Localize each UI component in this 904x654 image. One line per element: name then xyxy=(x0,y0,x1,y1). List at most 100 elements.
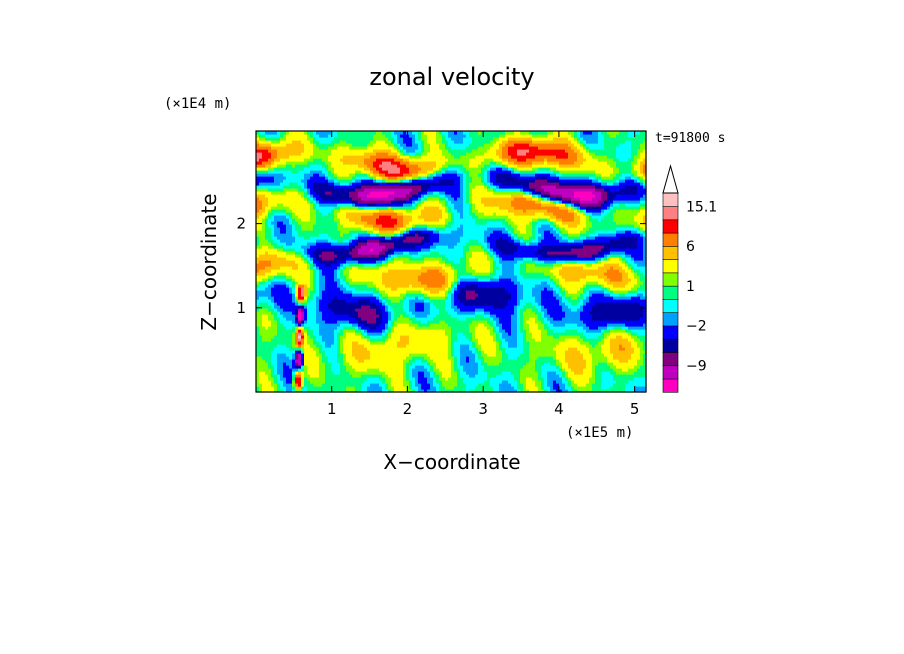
heatmap-cell xyxy=(367,182,371,186)
heatmap-cell xyxy=(310,335,314,339)
heatmap-cell xyxy=(262,266,266,270)
heatmap-cell xyxy=(355,245,359,249)
heatmap-cell xyxy=(340,239,344,243)
heatmap-cell xyxy=(328,164,332,168)
heatmap-cell xyxy=(355,353,359,357)
heatmap-cell xyxy=(385,230,389,234)
heatmap-cell xyxy=(352,218,356,222)
heatmap-cell xyxy=(367,311,371,315)
heatmap-cell xyxy=(337,143,341,147)
heatmap-cell xyxy=(388,257,392,261)
heatmap-cell xyxy=(337,152,341,156)
heatmap-cell xyxy=(283,359,287,363)
heatmap-cell xyxy=(256,293,260,297)
heatmap-cell xyxy=(313,182,317,186)
heatmap-cell xyxy=(352,359,356,363)
heatmap-cell xyxy=(409,218,413,222)
heatmap-cell xyxy=(313,332,317,336)
heatmap-cell xyxy=(343,248,347,252)
heatmap-cell xyxy=(355,350,359,354)
heatmap-cell xyxy=(370,158,374,162)
heatmap-cell xyxy=(379,134,383,138)
heatmap-cell xyxy=(388,179,392,183)
heatmap-cell xyxy=(391,179,395,183)
heatmap-cell xyxy=(274,260,278,264)
heatmap-cell xyxy=(409,176,413,180)
heatmap-cell xyxy=(271,344,275,348)
heatmap-cell xyxy=(292,299,296,303)
heatmap-cell xyxy=(406,164,410,168)
heatmap-cell xyxy=(379,290,383,294)
heatmap-cell xyxy=(397,353,401,357)
heatmap-cell xyxy=(370,338,374,342)
heatmap-cell xyxy=(304,263,308,267)
heatmap-cell xyxy=(424,269,428,273)
heatmap-cell xyxy=(370,131,374,135)
heatmap-cell xyxy=(397,137,401,141)
heatmap-cell xyxy=(400,182,404,186)
heatmap-cell xyxy=(412,134,416,138)
heatmap-cell xyxy=(364,287,368,291)
heatmap-cell xyxy=(271,278,275,282)
heatmap-cell xyxy=(307,338,311,342)
heatmap-cell xyxy=(310,380,314,384)
heatmap-cell xyxy=(271,215,275,219)
heatmap-cell xyxy=(370,374,374,378)
heatmap-cell xyxy=(337,314,341,318)
heatmap-cell xyxy=(313,215,317,219)
heatmap-cell xyxy=(268,329,272,333)
heatmap-cell xyxy=(421,299,425,303)
heatmap-cell xyxy=(364,203,368,207)
heatmap-cell xyxy=(256,284,260,288)
heatmap-cell xyxy=(310,206,314,210)
heatmap-cell xyxy=(298,272,302,276)
heatmap-cell xyxy=(301,308,305,312)
heatmap-cell xyxy=(367,245,371,249)
heatmap-cell xyxy=(274,374,278,378)
heatmap-cell xyxy=(373,269,377,273)
heatmap-cell xyxy=(298,161,302,165)
heatmap-cell xyxy=(325,281,329,285)
heatmap-cell xyxy=(409,329,413,333)
heatmap-cell xyxy=(343,314,347,318)
heatmap-cell xyxy=(421,359,425,363)
heatmap-cell xyxy=(364,275,368,279)
heatmap-cell xyxy=(301,359,305,363)
heatmap-cell xyxy=(283,206,287,210)
heatmap-cell xyxy=(298,308,302,312)
heatmap-cell xyxy=(268,155,272,159)
heatmap-cell xyxy=(412,344,416,348)
heatmap-cell xyxy=(391,194,395,198)
heatmap-cell xyxy=(373,287,377,291)
heatmap-cell xyxy=(409,314,413,318)
heatmap-cell xyxy=(322,260,326,264)
heatmap-cell xyxy=(310,233,314,237)
heatmap-cell xyxy=(412,245,416,249)
heatmap-cell xyxy=(337,278,341,282)
heatmap-cell xyxy=(259,251,263,255)
heatmap-cell xyxy=(259,224,263,228)
heatmap-cell xyxy=(274,377,278,381)
heatmap-cell xyxy=(355,281,359,285)
heatmap-cell xyxy=(370,188,374,192)
heatmap-cell xyxy=(310,332,314,336)
heatmap-cell xyxy=(268,209,272,213)
heatmap-cell xyxy=(412,362,416,366)
heatmap-cell xyxy=(352,350,356,354)
heatmap-cell xyxy=(418,335,422,339)
heatmap-cell xyxy=(286,311,290,315)
heatmap-cell xyxy=(256,182,260,186)
heatmap-cell xyxy=(373,200,377,204)
heatmap-cell xyxy=(406,239,410,243)
heatmap-cell xyxy=(364,167,368,171)
heatmap-cell xyxy=(346,323,350,327)
heatmap-cell xyxy=(361,314,365,318)
heatmap-cell xyxy=(325,218,329,222)
heatmap-cell xyxy=(313,212,317,216)
heatmap-cell xyxy=(367,188,371,192)
heatmap-cell xyxy=(370,269,374,273)
heatmap-cell xyxy=(301,344,305,348)
heatmap-cell xyxy=(385,137,389,141)
heatmap-cell xyxy=(415,176,419,180)
heatmap-cell xyxy=(322,272,326,276)
